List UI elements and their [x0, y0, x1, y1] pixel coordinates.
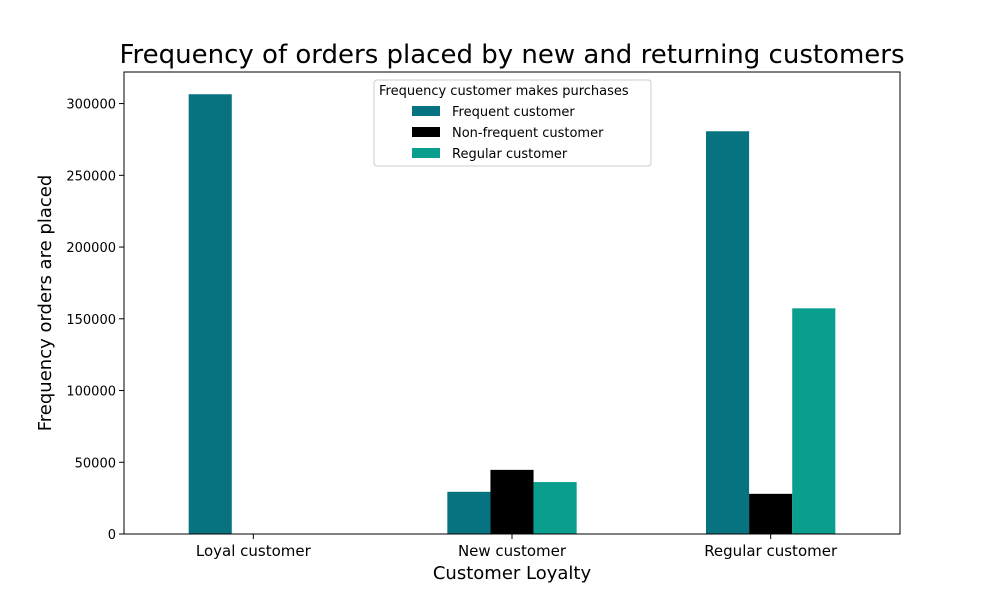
y-tick-label: 50000 — [75, 456, 116, 471]
bar-non-frequent-customer-1 — [490, 469, 534, 534]
y-tick-label: 250000 — [66, 169, 116, 184]
x-tick-label: Loyal customer — [196, 542, 312, 560]
y-tick-label: 100000 — [66, 385, 116, 400]
legend-box — [373, 79, 652, 167]
bar-non-frequent-customer-2 — [749, 493, 793, 534]
bar-frequent-customer-1 — [447, 491, 491, 534]
y-tick-label: 150000 — [66, 313, 116, 328]
y-tick-label: 300000 — [66, 98, 116, 113]
legend: Frequency customer makes purchases Frequ… — [373, 79, 652, 167]
legend-swatch — [412, 127, 440, 137]
y-axis-label: Frequency orders are placed — [35, 175, 56, 432]
legend-title: Frequency customer makes purchases — [379, 84, 629, 99]
legend-entry: Frequent customer — [452, 105, 575, 120]
legend-swatch — [412, 148, 440, 158]
x-tick-label: New customer — [458, 542, 567, 560]
y-tick-label: 200000 — [66, 241, 116, 256]
bar-regular-customer-1 — [533, 482, 577, 534]
legend-swatch — [412, 106, 440, 116]
chart-title: Frequency of orders placed by new and re… — [119, 40, 904, 70]
bar-frequent-customer-0 — [188, 94, 232, 534]
bar-regular-customer-2 — [792, 308, 836, 534]
legend-entry: Regular customer — [452, 147, 568, 162]
x-axis: Loyal customer New customer Regular custom… — [196, 534, 838, 560]
y-axis: 0 50000 100000 150000 200000 250000 300000 — [66, 98, 124, 543]
x-axis-label: Customer Loyalty — [433, 563, 592, 584]
bars-group — [188, 94, 836, 534]
y-tick-label: 0 — [108, 528, 116, 543]
legend-entry: Non-frequent customer — [452, 126, 604, 141]
x-tick-label: Regular customer — [704, 542, 838, 560]
bar-frequent-customer-2 — [706, 131, 750, 534]
